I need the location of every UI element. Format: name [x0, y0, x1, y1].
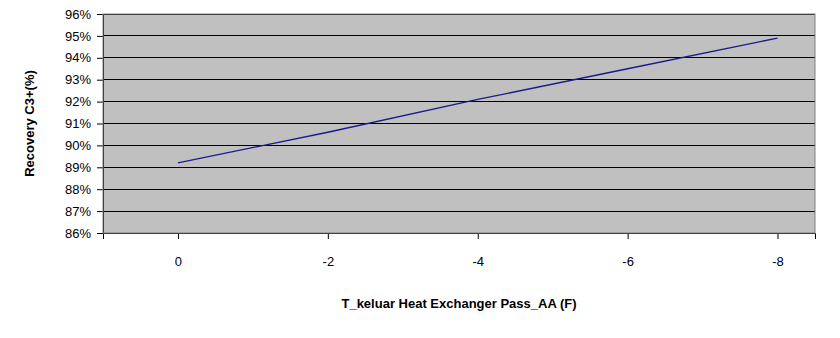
x-tick-mark — [628, 233, 629, 239]
x-axis-line — [104, 234, 816, 240]
y-tick-label: 92% — [65, 94, 91, 109]
y-tick-mark — [97, 145, 103, 146]
y-axis: 86% 87% 88% 89% 90% 91% 92% 93% 94% 95% 96% — [65, 7, 104, 241]
x-tick-mark — [328, 233, 329, 239]
y-tick-label: 93% — [65, 72, 91, 87]
chart: 0 -2 -4 -6 -8 86% 87% 88% 89% 90% 91% 92% 93% 94% 95% 9… — [0, 0, 840, 338]
plot-background — [103, 14, 815, 233]
grid-line — [103, 123, 815, 124]
y-tick-mark — [97, 58, 103, 59]
x-tick: 0 — [175, 233, 182, 269]
grid-line — [103, 101, 815, 102]
y-tick: 91% — [65, 116, 103, 131]
x-axis-title: T_keluar Heat Exchanger Pass_AA (F) — [341, 296, 576, 311]
y-tick-label: 89% — [65, 160, 91, 175]
y-tick: 96% — [65, 7, 103, 22]
y-tick-mark — [97, 124, 103, 125]
y-tick-mark — [97, 189, 103, 190]
x-tick-mark — [178, 233, 179, 239]
y-tick: 92% — [65, 94, 103, 109]
grid — [103, 14, 815, 233]
y-tick-mark — [97, 36, 103, 37]
data-line — [178, 38, 778, 163]
y-tick: 89% — [65, 160, 103, 175]
y-tick-label: 90% — [65, 138, 91, 153]
y-tick-mark — [97, 14, 103, 15]
grid-line — [103, 145, 815, 146]
y-tick: 87% — [65, 204, 103, 219]
plot: 0 -2 -4 -6 -8 86% 87% 88% 89% 90% 91% 92% 93% 94% 95% 9… — [65, 7, 816, 270]
y-tick: 88% — [65, 182, 103, 197]
x-tick-mark — [778, 233, 779, 239]
x-tick-label: -8 — [772, 254, 784, 269]
grid-line — [103, 35, 815, 36]
y-tick-label: 94% — [65, 50, 91, 65]
y-tick-mark — [97, 233, 103, 234]
x-axis: 0 -2 -4 -6 -8 — [104, 233, 816, 269]
x-tick-label: -6 — [622, 254, 634, 269]
x-tick-label: -2 — [323, 254, 335, 269]
y-tick-label: 95% — [65, 29, 91, 44]
y-axis-title: Recovery C3+(%) — [22, 70, 37, 177]
x-tick: -4 — [472, 233, 484, 269]
grid-line — [103, 211, 815, 212]
y-tick-label: 86% — [65, 226, 91, 241]
x-tick: -2 — [323, 233, 335, 269]
grid-line — [103, 79, 815, 80]
y-tick: 95% — [65, 29, 103, 44]
series — [178, 38, 778, 163]
y-tick-label: 88% — [65, 182, 91, 197]
y-tick-mark — [97, 211, 103, 212]
x-tick: -8 — [772, 233, 784, 269]
y-tick: 86% — [65, 226, 103, 241]
x-tick: -6 — [622, 233, 634, 269]
y-tick-mark — [97, 167, 103, 168]
y-tick: 94% — [65, 50, 103, 65]
y-tick: 93% — [65, 72, 103, 87]
grid-line — [103, 189, 815, 190]
y-tick: 90% — [65, 138, 103, 153]
y-tick-label: 87% — [65, 204, 91, 219]
x-tick-mark — [478, 233, 479, 239]
x-tick-label: -4 — [472, 254, 484, 269]
y-tick-mark — [97, 80, 103, 81]
plot-frame — [103, 14, 815, 233]
grid-line — [103, 167, 815, 168]
y-tick-label: 96% — [65, 7, 91, 22]
x-tick-label: 0 — [175, 254, 182, 269]
y-tick-label: 91% — [65, 116, 91, 131]
y-tick-mark — [97, 102, 103, 103]
grid-line — [103, 57, 815, 58]
